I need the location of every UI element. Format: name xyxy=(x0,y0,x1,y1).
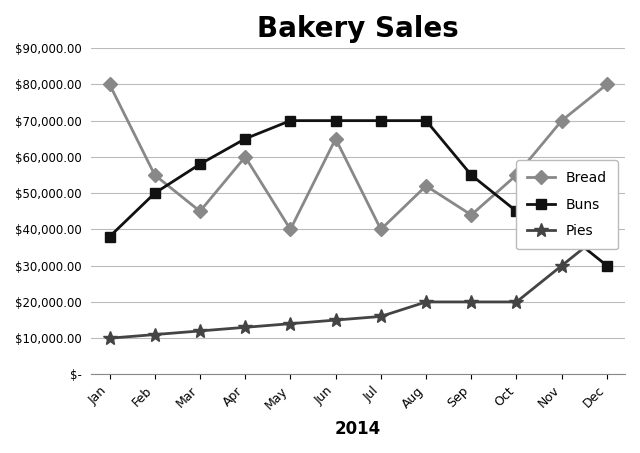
Bread xyxy=(422,183,430,188)
Bread xyxy=(513,172,520,178)
Pies xyxy=(287,321,294,327)
Buns xyxy=(422,118,430,123)
Buns xyxy=(151,190,159,196)
Bread xyxy=(106,82,113,87)
Buns xyxy=(377,118,385,123)
Bread xyxy=(467,212,475,217)
Buns xyxy=(513,208,520,214)
Pies xyxy=(513,299,520,305)
Bread xyxy=(287,226,294,232)
Buns xyxy=(467,172,475,178)
Pies xyxy=(422,299,430,305)
Buns xyxy=(196,161,204,167)
X-axis label: 2014: 2014 xyxy=(335,420,381,438)
Bread xyxy=(332,136,339,141)
Bread xyxy=(196,208,204,214)
Line: Pies: Pies xyxy=(102,222,614,345)
Bread xyxy=(151,172,159,178)
Buns xyxy=(603,263,611,268)
Pies xyxy=(332,318,339,323)
Legend: Bread, Buns, Pies: Bread, Buns, Pies xyxy=(516,160,618,249)
Bread xyxy=(558,118,566,123)
Pies xyxy=(603,226,611,232)
Line: Bread: Bread xyxy=(105,80,612,234)
Pies xyxy=(151,332,159,337)
Bread xyxy=(241,154,249,159)
Line: Buns: Buns xyxy=(105,116,612,270)
Pies xyxy=(467,299,475,305)
Buns xyxy=(241,136,249,141)
Bread xyxy=(603,82,611,87)
Pies xyxy=(106,336,113,341)
Pies xyxy=(558,263,566,268)
Pies xyxy=(377,314,385,319)
Buns xyxy=(558,226,566,232)
Pies xyxy=(241,325,249,330)
Buns xyxy=(106,234,113,239)
Bread xyxy=(377,226,385,232)
Buns xyxy=(332,118,339,123)
Buns xyxy=(287,118,294,123)
Title: Bakery Sales: Bakery Sales xyxy=(257,15,459,43)
Pies xyxy=(196,328,204,334)
